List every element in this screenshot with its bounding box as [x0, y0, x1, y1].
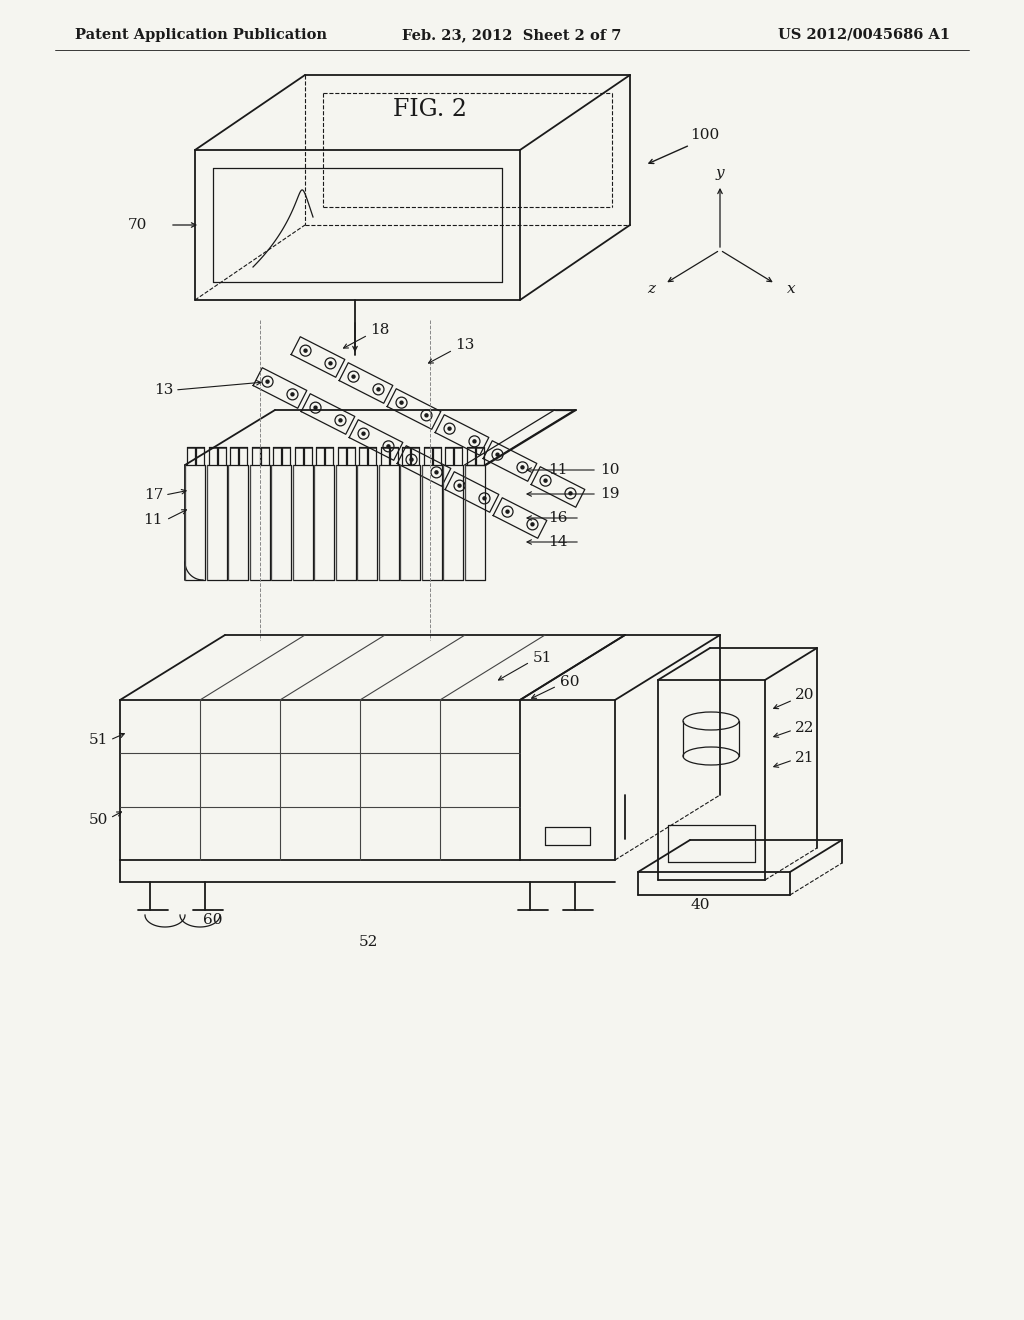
Text: 16: 16	[548, 511, 567, 525]
Text: 11: 11	[548, 463, 567, 477]
Text: 18: 18	[370, 323, 389, 337]
Circle shape	[483, 496, 486, 500]
Text: 13: 13	[154, 383, 173, 397]
Text: Feb. 23, 2012  Sheet 2 of 7: Feb. 23, 2012 Sheet 2 of 7	[402, 28, 622, 42]
Circle shape	[449, 428, 451, 430]
Text: FIG. 2: FIG. 2	[393, 99, 467, 121]
Text: 19: 19	[600, 487, 620, 502]
Circle shape	[362, 432, 365, 436]
Circle shape	[544, 479, 547, 482]
Circle shape	[329, 362, 332, 364]
Text: z: z	[647, 281, 654, 296]
Circle shape	[425, 414, 428, 417]
Circle shape	[352, 375, 355, 378]
Text: x: x	[787, 281, 796, 296]
Text: y: y	[716, 166, 724, 180]
Text: 100: 100	[690, 128, 719, 143]
Circle shape	[387, 445, 390, 447]
Circle shape	[531, 523, 534, 525]
Text: 50: 50	[89, 813, 108, 828]
Circle shape	[521, 466, 524, 469]
Text: 11: 11	[143, 513, 163, 527]
Text: 52: 52	[358, 935, 378, 949]
Text: 21: 21	[795, 751, 814, 766]
Circle shape	[506, 510, 509, 513]
Text: 14: 14	[548, 535, 567, 549]
Circle shape	[400, 401, 403, 404]
Text: 51: 51	[89, 733, 108, 747]
Circle shape	[473, 440, 476, 442]
Circle shape	[339, 418, 342, 422]
Circle shape	[377, 388, 380, 391]
Circle shape	[291, 393, 294, 396]
Text: 40: 40	[690, 898, 710, 912]
Text: 20: 20	[795, 688, 814, 702]
Text: 17: 17	[143, 488, 163, 502]
Text: 13: 13	[455, 338, 474, 352]
Circle shape	[314, 407, 317, 409]
Circle shape	[304, 350, 307, 352]
Text: 22: 22	[795, 721, 814, 735]
Text: 51: 51	[534, 651, 552, 665]
Circle shape	[569, 492, 572, 495]
Text: Patent Application Publication: Patent Application Publication	[75, 28, 327, 42]
Text: 60: 60	[203, 913, 223, 927]
Text: US 2012/0045686 A1: US 2012/0045686 A1	[778, 28, 950, 42]
Text: 60: 60	[560, 675, 580, 689]
Text: 70: 70	[128, 218, 147, 232]
Circle shape	[496, 453, 499, 457]
Circle shape	[458, 484, 461, 487]
Circle shape	[435, 471, 438, 474]
Circle shape	[410, 458, 413, 461]
Circle shape	[266, 380, 269, 383]
Text: 10: 10	[600, 463, 620, 477]
